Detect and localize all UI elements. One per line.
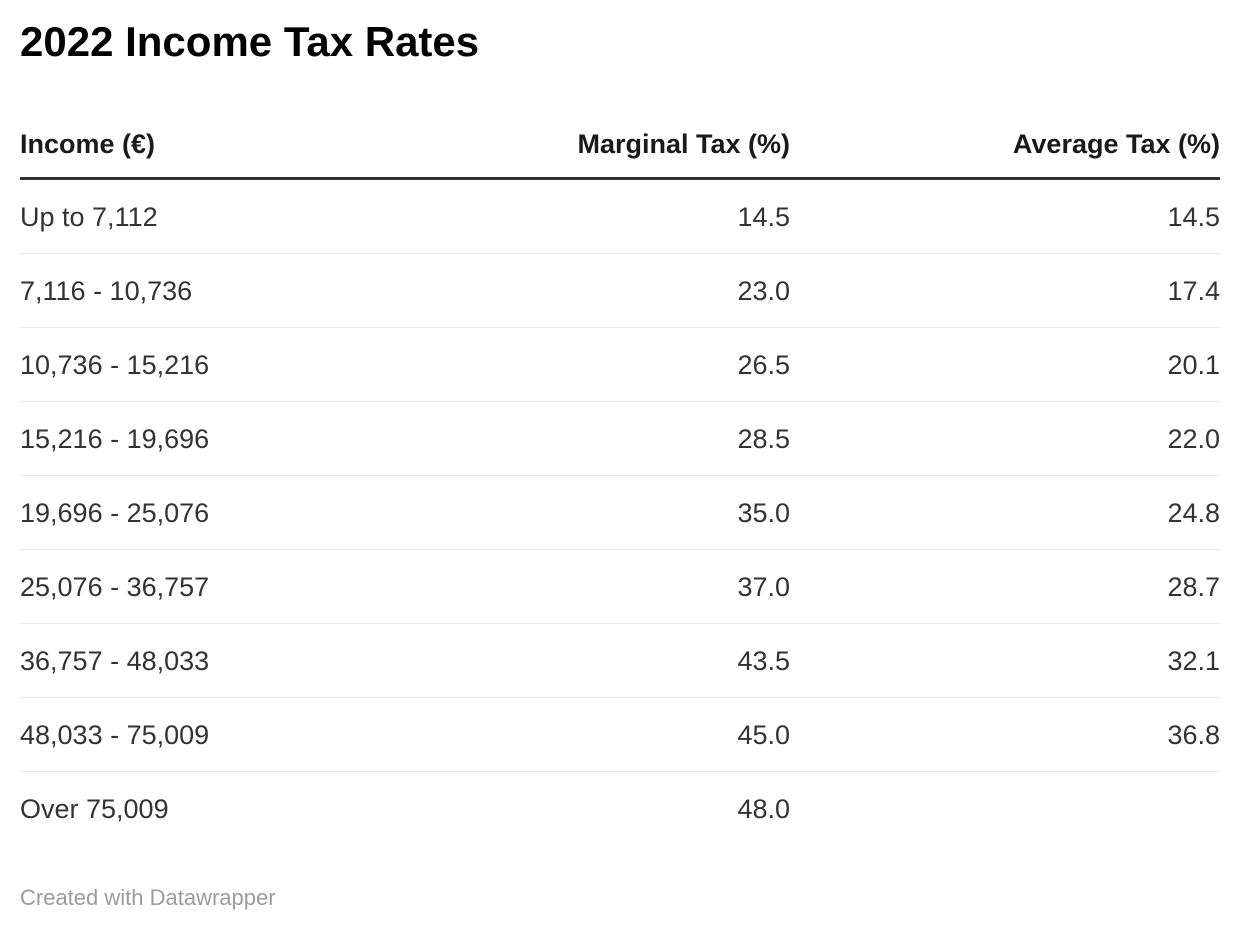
cell-income: 10,736 - 15,216 [20,327,420,402]
table-row: 25,076 - 36,757 37.0 28.7 [20,549,1220,624]
cell-average-tax: 20.1 [790,327,1220,402]
cell-marginal-tax: 48.0 [737,794,790,824]
table-row: 19,696 - 25,076 35.0 24.8 [20,475,1220,550]
chart-title: 2022 Income Tax Rates [20,18,480,65]
table-row: Up to 7,112 14.5 14.5 [20,178,1220,254]
cell-average-tax: 17.4 [790,253,1220,328]
table-row: Over 75,009 48.0 [20,772,1220,846]
table-row: 15,216 - 19,696 28.5 22.0 [20,401,1220,476]
table-row: 10,736 - 15,216 26.5 20.1 [20,327,1220,402]
datawrapper-attribution-link[interactable]: Created with Datawrapper [20,885,276,910]
cell-income: Up to 7,112 [20,178,420,254]
cell-marginal-tax: 45.0 [420,697,790,772]
table-row: 48,033 - 75,009 45.0 36.8 [20,697,1220,772]
cell-income: 15,216 - 19,696 [20,401,420,476]
cell-income: 36,757 - 48,033 [20,623,420,698]
cell-average-tax: 32.1 [790,623,1220,698]
chart-footer: Created with Datawrapper [20,885,1220,911]
cell-average-tax: 36.8 [790,697,1220,772]
datawrapper-table-chart: 2022 Income Tax Rates Income (€) Margina… [20,18,1220,911]
column-header-income: Income (€) [20,109,420,180]
table-row: 7,116 - 10,736 23.0 17.4 [20,253,1220,328]
cell-average-tax: 22.0 [790,401,1220,476]
cell-marginal-tax: 14.5 [420,178,790,254]
cell-marginal-tax: 37.0 [420,549,790,624]
cell-income: 48,033 - 75,009 [20,697,420,772]
cell-average-tax [790,772,1220,846]
cell-marginal-tax: 28.5 [420,401,790,476]
cell-average-tax: 24.8 [790,475,1220,550]
cell-income: 7,116 - 10,736 [20,253,420,328]
cell-income: 25,076 - 36,757 [20,549,420,624]
column-header-average-tax: Average Tax (%) [790,109,1220,180]
cell-average-tax: 14.5 [790,178,1220,254]
table-row: 36,757 - 48,033 43.5 32.1 [20,623,1220,698]
table-header-row: Income (€) Marginal Tax (%) Average Tax … [20,109,1220,180]
cell-marginal-tax: 35.0 [420,475,790,550]
cell-average-tax: 28.7 [790,549,1220,624]
tax-rates-table: Income (€) Marginal Tax (%) Average Tax … [20,109,1220,845]
cell-marginal-tax: 26.5 [420,327,790,402]
cell-marginal-tax: 23.0 [420,253,790,328]
cell-income: Over 75,009 [20,794,169,824]
column-header-marginal-tax: Marginal Tax (%) [420,109,790,180]
cell-income: 19,696 - 25,076 [20,475,420,550]
cell-marginal-tax: 43.5 [420,623,790,698]
